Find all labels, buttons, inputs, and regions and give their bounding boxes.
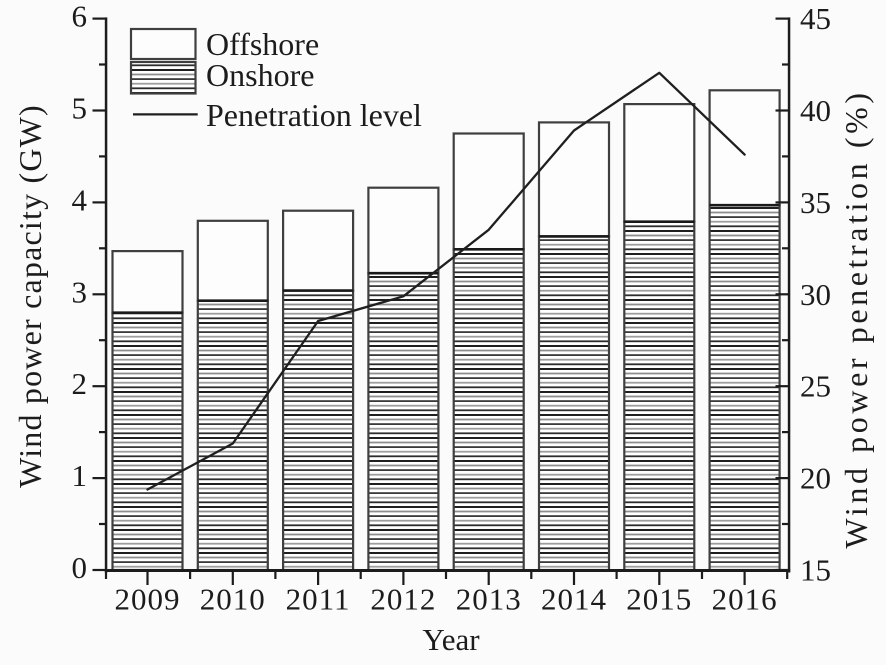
svg-text:4: 4 [72, 182, 88, 217]
svg-text:2012: 2012 [370, 582, 436, 617]
svg-text:25: 25 [800, 369, 831, 404]
svg-text:Wind power penetration (%): Wind power penetration (%) [838, 89, 874, 548]
svg-text:2016: 2016 [712, 582, 778, 617]
svg-text:2: 2 [72, 366, 88, 401]
svg-text:2014: 2014 [541, 582, 607, 617]
svg-text:6: 6 [72, 0, 88, 34]
svg-text:2009: 2009 [115, 582, 181, 617]
svg-text:Wind power capacity (GW): Wind power capacity (GW) [12, 104, 48, 488]
svg-text:15: 15 [800, 553, 831, 588]
svg-text:20: 20 [800, 461, 831, 496]
svg-text:40: 40 [800, 93, 831, 128]
svg-text:Offshore: Offshore [206, 26, 319, 62]
svg-text:Year: Year [422, 622, 480, 657]
svg-text:2015: 2015 [626, 582, 692, 617]
svg-text:3: 3 [72, 274, 88, 309]
svg-text:Onshore: Onshore [206, 57, 314, 93]
svg-text:1: 1 [72, 458, 88, 493]
svg-text:45: 45 [800, 1, 831, 36]
svg-text:2011: 2011 [286, 582, 351, 617]
svg-text:Penetration level: Penetration level [206, 97, 422, 133]
svg-text:2013: 2013 [456, 582, 522, 617]
svg-text:0: 0 [72, 550, 88, 585]
svg-text:2010: 2010 [200, 582, 266, 617]
svg-text:35: 35 [800, 185, 831, 220]
svg-text:30: 30 [800, 277, 831, 312]
svg-text:5: 5 [72, 91, 88, 126]
